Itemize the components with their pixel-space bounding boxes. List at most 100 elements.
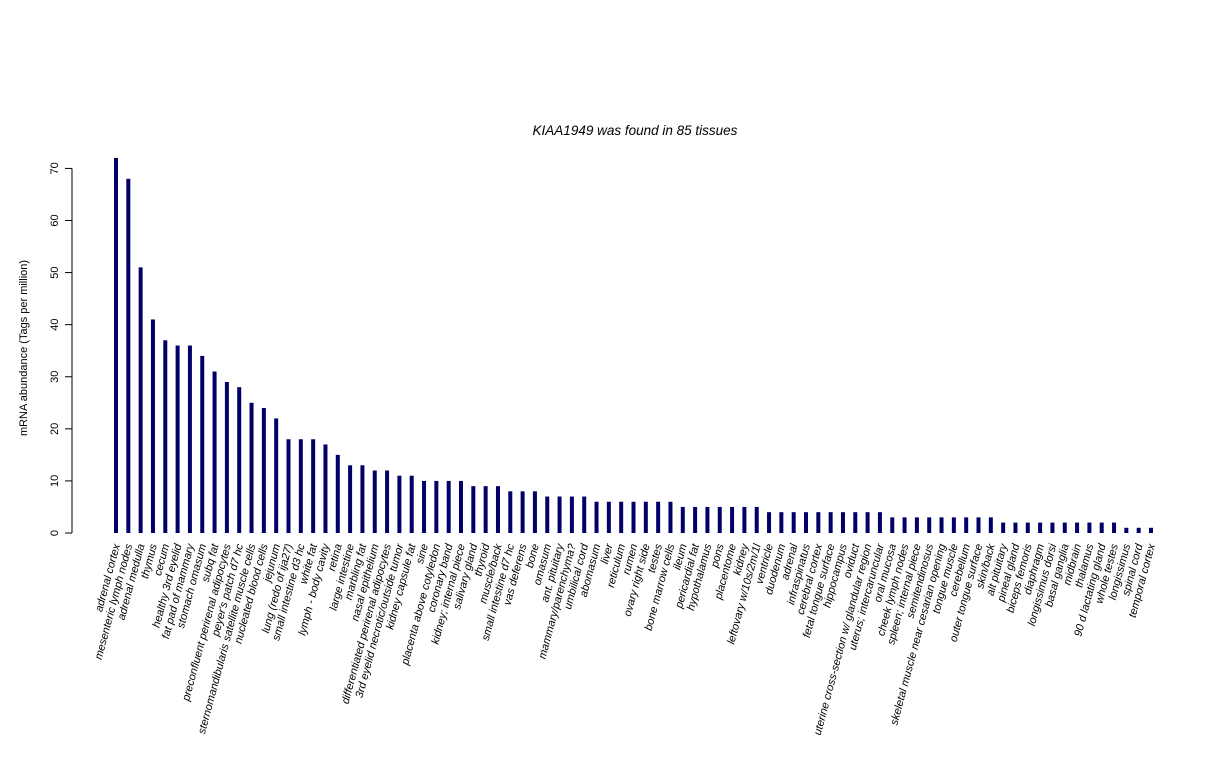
bar	[545, 496, 550, 533]
bar	[459, 480, 463, 533]
bar	[1149, 527, 1153, 533]
bar	[360, 465, 365, 533]
bar	[668, 501, 673, 533]
y-tick-label: 50	[49, 266, 61, 278]
bar	[619, 501, 624, 533]
bar	[656, 501, 661, 533]
y-tick-label: 10	[49, 475, 61, 487]
y-tick-label: 20	[49, 423, 61, 435]
bar	[988, 517, 993, 533]
chart-title: KIAA1949 was found in 85 tissues	[533, 123, 738, 138]
bar	[471, 486, 476, 533]
bar	[311, 439, 316, 533]
bar	[323, 444, 328, 533]
bar	[249, 402, 254, 533]
bar	[224, 381, 229, 533]
bar	[1050, 522, 1055, 533]
bar	[791, 512, 796, 533]
bar	[348, 465, 353, 533]
y-tick-label: 0	[49, 530, 61, 536]
y-axis-label: mRNA abundance (Tags per million)	[18, 260, 30, 436]
bar	[1062, 522, 1067, 533]
bar	[890, 517, 895, 533]
bar	[927, 517, 932, 533]
bar	[1075, 522, 1080, 533]
bar	[865, 512, 870, 533]
bar	[298, 439, 303, 533]
bar	[964, 517, 969, 533]
bar	[902, 517, 907, 533]
bar	[126, 178, 131, 534]
bar	[138, 267, 143, 533]
bar	[951, 517, 956, 533]
bar	[557, 496, 562, 533]
bar	[779, 512, 784, 533]
bar	[163, 340, 168, 533]
bar	[1099, 522, 1104, 533]
bar	[754, 506, 759, 533]
bar	[409, 475, 414, 533]
bar	[717, 506, 722, 533]
bar	[939, 517, 944, 533]
bar	[816, 512, 821, 533]
bar	[877, 512, 882, 533]
bar	[582, 496, 587, 533]
bar	[914, 517, 919, 533]
category-label: liver	[599, 541, 616, 565]
y-axis: 0 10 20 30 40 50 60 70	[49, 162, 73, 536]
bar	[606, 501, 611, 533]
bar	[828, 512, 833, 533]
bar	[397, 475, 402, 533]
bar	[853, 512, 858, 533]
bar	[483, 486, 488, 533]
bar	[594, 501, 599, 533]
bar	[150, 319, 155, 533]
bar	[631, 501, 636, 533]
bar	[680, 506, 685, 533]
bar	[187, 345, 192, 533]
bar	[385, 470, 390, 533]
bar	[840, 512, 845, 533]
bar	[1136, 527, 1141, 533]
y-tick-label: 40	[49, 319, 61, 331]
bar	[114, 158, 118, 533]
y-tick-label: 60	[49, 214, 61, 226]
bar	[508, 491, 513, 533]
y-tick-label: 30	[49, 371, 61, 383]
bar	[372, 470, 377, 533]
bar	[804, 512, 808, 533]
bar	[569, 496, 574, 533]
bar	[434, 480, 439, 533]
bar	[705, 506, 710, 533]
bar	[274, 418, 279, 533]
bar	[693, 506, 698, 533]
bar	[1038, 522, 1043, 533]
bar	[730, 506, 735, 533]
bars-group	[114, 158, 1153, 534]
bar	[175, 345, 180, 533]
bar	[976, 517, 981, 533]
bar	[1013, 522, 1018, 533]
bar	[446, 480, 451, 533]
bar	[1112, 522, 1117, 533]
bar	[643, 501, 648, 533]
category-label: sine	[414, 543, 431, 566]
y-tick-label: 70	[49, 162, 61, 174]
bar	[742, 506, 747, 533]
bar	[495, 486, 500, 533]
bar	[520, 491, 525, 533]
bar	[335, 454, 340, 533]
bar	[1001, 522, 1006, 533]
bar	[212, 371, 217, 533]
bar	[237, 387, 242, 533]
bar	[200, 355, 205, 533]
bar	[1124, 527, 1129, 533]
bar	[767, 512, 772, 533]
bar	[1025, 522, 1030, 533]
bar	[1087, 522, 1092, 533]
bar	[422, 480, 427, 533]
bar	[532, 491, 537, 533]
bar	[261, 408, 266, 533]
